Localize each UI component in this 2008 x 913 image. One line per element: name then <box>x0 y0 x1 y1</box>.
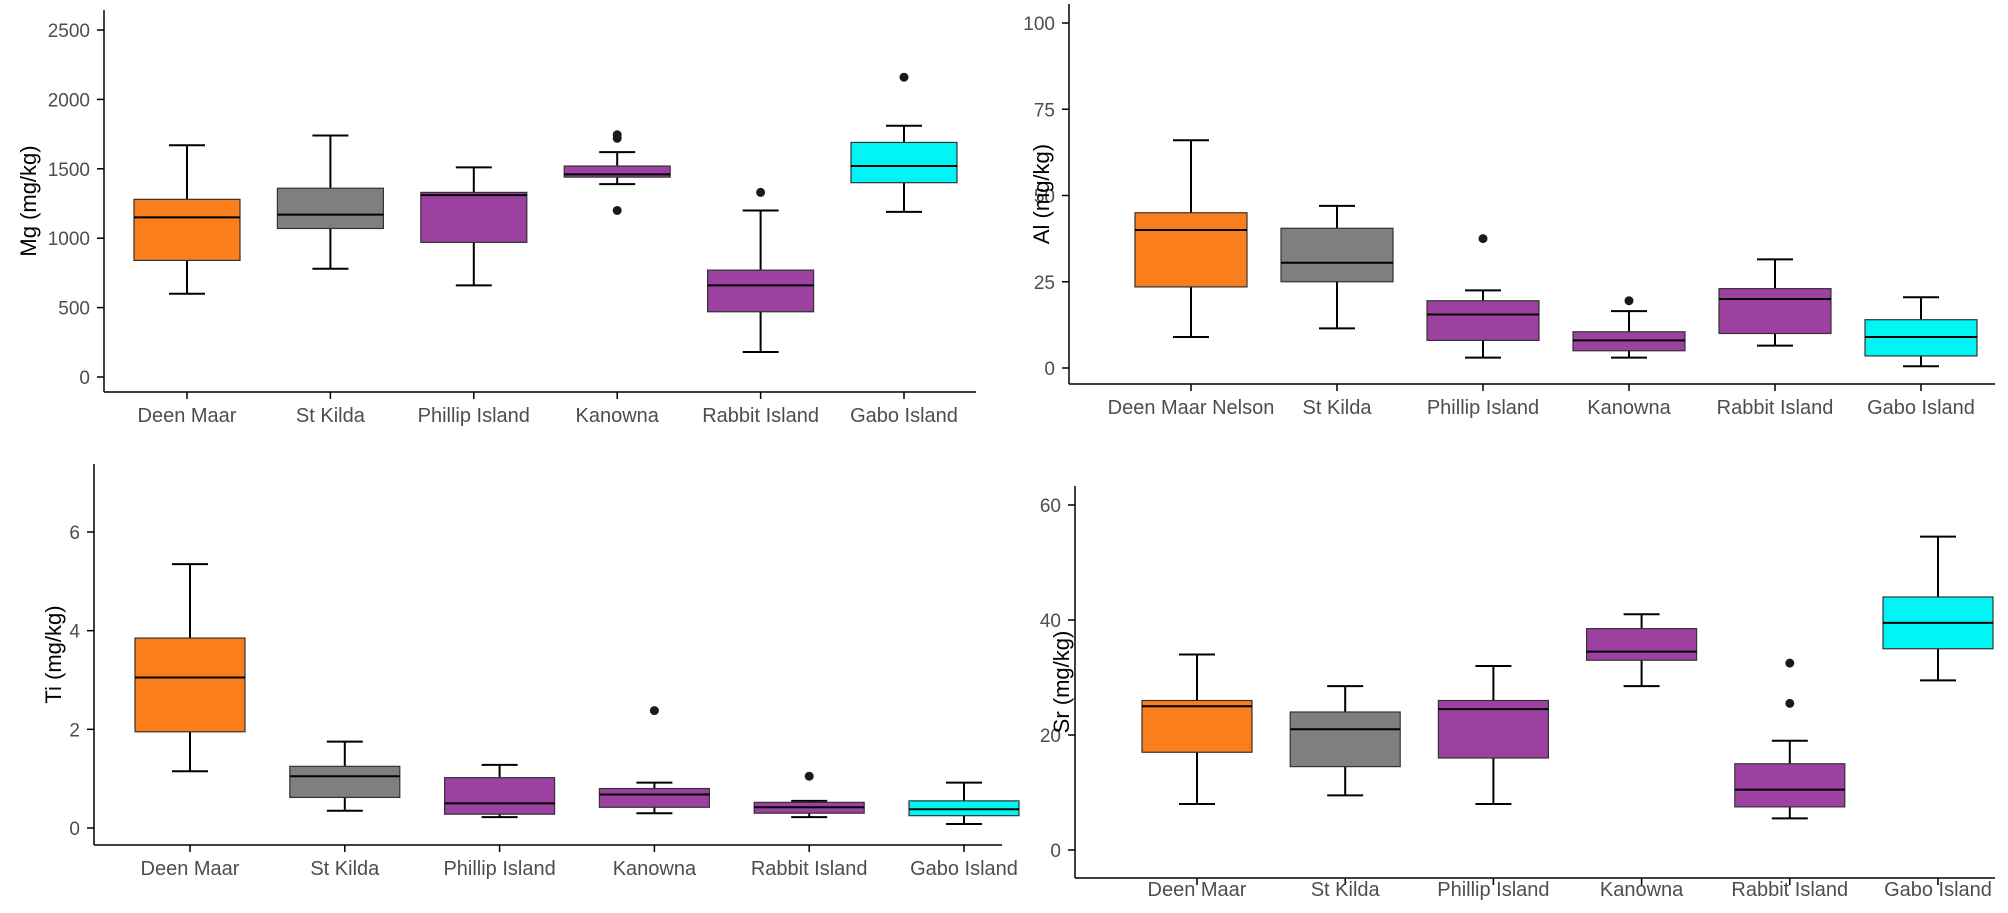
box-deen-maar <box>133 198 241 262</box>
box-phillip-island <box>420 191 528 243</box>
box-gabo-island <box>850 141 958 184</box>
x-tick-label-st-kilda: St Kilda <box>296 405 366 427</box>
outlier-point-kanowna <box>649 706 659 716</box>
box-rabbit-island <box>1734 763 1846 808</box>
y-tick-label: 20 <box>1040 726 1061 747</box>
box-st-kilda <box>1280 227 1394 283</box>
outlier-point-rabbit-island <box>756 187 766 197</box>
y-axis-title: Mg (mg/kg) <box>16 145 41 256</box>
box-st-kilda <box>289 765 401 799</box>
x-tick-label-deen-maar-nelson: Deen Maar Nelson <box>1108 397 1275 419</box>
y-tick-label: 100 <box>1023 14 1055 35</box>
box-st-kilda <box>1289 711 1401 768</box>
y-tick-label: 0 <box>79 368 90 389</box>
box-rabbit-island <box>706 269 815 313</box>
box-kanowna <box>563 165 671 178</box>
y-tick-label: 75 <box>1034 100 1055 121</box>
y-tick-label: 0 <box>69 819 80 840</box>
x-tick-label-deen-maar: Deen Maar <box>138 405 237 427</box>
y-tick-label: 6 <box>69 523 80 544</box>
y-tick-label: 50 <box>1034 187 1055 208</box>
outlier-point-gabo-island <box>899 72 909 82</box>
box-kanowna <box>1585 628 1698 661</box>
box-phillip-island <box>1426 300 1540 342</box>
x-tick-label-gabo-island: Gabo Island <box>910 858 1018 880</box>
y-tick-label: 2500 <box>48 21 90 42</box>
x-tick-label-rabbit-island: Rabbit Island <box>1717 397 1834 419</box>
x-tick-label-rabbit-island: Rabbit Island <box>1731 879 1848 901</box>
x-tick-label-rabbit-island: Rabbit Island <box>702 405 819 427</box>
y-tick-label: 40 <box>1040 611 1061 632</box>
x-tick-label-st-kilda: St Kilda <box>1311 879 1381 901</box>
y-tick-label: 60 <box>1040 496 1061 517</box>
outlier-point-phillip-island <box>1478 234 1488 244</box>
outlier-point-rabbit-island <box>804 771 814 781</box>
y-tick-label: 2 <box>69 720 80 741</box>
y-tick-label: 2000 <box>48 90 90 111</box>
y-axis-title: Ti (mg/kg) <box>41 605 66 703</box>
box-deen-maar <box>1141 699 1253 753</box>
box-deen-maar <box>134 637 246 733</box>
box-phillip-island <box>444 777 556 815</box>
x-tick-label-kanowna: Kanowna <box>575 405 659 427</box>
y-tick-label: 1000 <box>48 229 90 250</box>
x-tick-label-st-kilda: St Kilda <box>310 858 380 880</box>
panel-sr: 0 20 40 60 Sr (mg/kg) Deen Maar St Kilda Philli… <box>1040 486 1995 901</box>
panel-ti: 0 2 4 6 Ti (mg/kg) Deen Maar St Kilda Phillip I… <box>41 464 1020 880</box>
y-tick-label: 4 <box>69 622 80 643</box>
x-tick-label-gabo-island: Gabo Island <box>1884 879 1992 901</box>
y-tick-label: 0 <box>1050 841 1061 862</box>
y-axis-title: Al (mg/kg) <box>1029 144 1054 244</box>
panel-mg: 0 500 1000 1500 2000 2500 Mg (mg/kg) Deen Maar S… <box>16 10 976 427</box>
y-tick-label: 25 <box>1034 273 1055 294</box>
x-tick-label-gabo-island: Gabo Island <box>1867 397 1975 419</box>
x-tick-label-rabbit-island: Rabbit Island <box>751 858 868 880</box>
x-tick-label-kanowna: Kanowna <box>613 858 697 880</box>
box-kanowna <box>598 787 711 808</box>
y-tick-label: 500 <box>58 299 90 320</box>
x-tick-label-phillip-island: Phillip Island <box>418 405 530 427</box>
box-rabbit-island <box>1718 288 1832 335</box>
box-st-kilda <box>276 187 384 230</box>
y-tick-label: 1500 <box>48 160 90 181</box>
x-tick-label-phillip-island: Phillip Island <box>1437 879 1549 901</box>
y-axis-title: Sr (mg/kg) <box>1049 631 1074 734</box>
x-tick-label-gabo-island: Gabo Island <box>850 405 958 427</box>
outlier-point-rabbit-island <box>1785 658 1795 668</box>
x-tick-label-kanowna: Kanowna <box>1600 879 1684 901</box>
x-tick-label-phillip-island: Phillip Island <box>443 858 555 880</box>
box-deen-maar-nelson <box>1134 212 1248 288</box>
y-tick-label: 0 <box>1044 359 1055 380</box>
x-tick-label-st-kilda: St Kilda <box>1303 397 1373 419</box>
panel-al: 0 25 50 75 100 Al (mg/kg) Deen Maar Nelson St K… <box>1023 4 1995 419</box>
outlier-point-kanowna <box>612 130 622 140</box>
x-tick-label-deen-maar: Deen Maar <box>1148 879 1247 901</box>
x-tick-label-kanowna: Kanowna <box>1587 397 1671 419</box>
x-tick-label-phillip-island: Phillip Island <box>1427 397 1539 419</box>
x-tick-label-deen-maar: Deen Maar <box>141 858 240 880</box>
outlier-point-rabbit-island <box>1785 698 1795 708</box>
outlier-point-kanowna <box>612 205 622 215</box>
outlier-point-kanowna <box>1624 296 1634 306</box>
